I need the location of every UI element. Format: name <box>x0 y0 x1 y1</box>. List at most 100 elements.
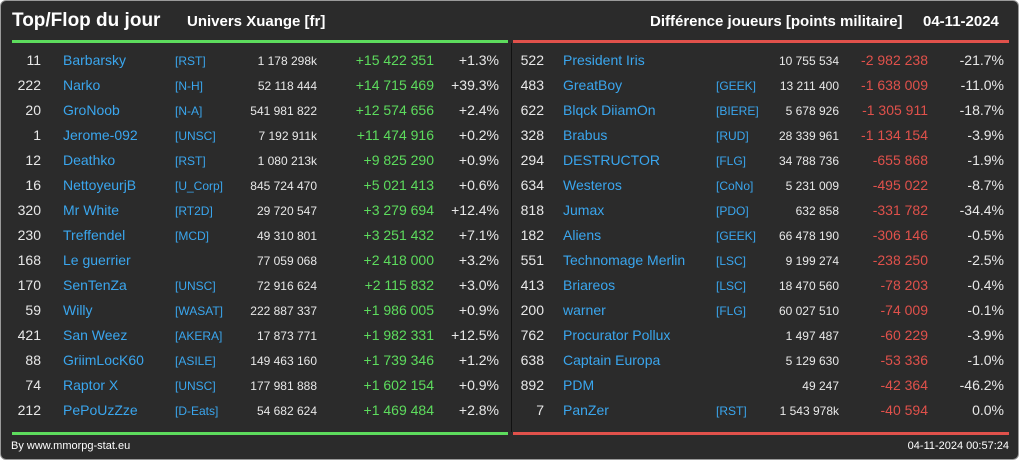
player-points: 1 080 213k <box>257 154 317 168</box>
alliance-tag-link[interactable]: [RST] <box>175 54 206 68</box>
alliance-tag-link[interactable]: [WASAT] <box>175 304 223 318</box>
alliance-tag-link[interactable]: [BIERE] <box>716 104 759 118</box>
subtitle-label: Différence joueurs [points militaire] <box>650 13 903 30</box>
alliance-tag-link[interactable]: [U_Corp] <box>175 179 224 193</box>
player-points: 72 916 624 <box>256 279 317 293</box>
alliance-tag-link[interactable]: [ASILE] <box>175 354 216 368</box>
player-name-link[interactable]: SenTenZa <box>63 277 127 293</box>
alliance-tag-link[interactable]: [AKERA] <box>175 329 223 343</box>
points-difference: +1 982 331 <box>363 327 434 343</box>
player-points: 54 682 624 <box>256 404 317 418</box>
points-difference: +3 279 694 <box>363 202 434 218</box>
alliance-tag-link[interactable]: [MCD] <box>175 229 209 243</box>
player-name-link[interactable]: Willy <box>63 302 93 318</box>
alliance-tag-link[interactable]: [D-Eats] <box>175 404 219 418</box>
player-points: 177 981 888 <box>250 379 317 393</box>
player-rank: 762 <box>520 327 544 343</box>
player-name-link[interactable]: Deathko <box>63 152 116 168</box>
credit-link[interactable]: By www.mmorpg-stat.eu <box>11 440 131 452</box>
points-difference: +9 825 290 <box>363 152 434 168</box>
alliance-tag-link[interactable]: [CoNo] <box>716 179 754 193</box>
flop-row: 7 PanZer [RST] 1 543 978k -40 594 0.0% <box>512 398 1010 423</box>
alliance-tag-link[interactable]: [RT2D] <box>175 204 213 218</box>
alliance-tag-link[interactable]: [UNSC] <box>175 129 216 143</box>
points-difference: -40 594 <box>880 402 928 418</box>
player-name-link[interactable]: Mr White <box>63 202 119 218</box>
player-name-link[interactable]: PDM <box>563 377 595 393</box>
player-name-link[interactable]: Westeros <box>563 177 622 193</box>
points-difference: -331 782 <box>872 202 928 218</box>
player-rank: 200 <box>520 302 544 318</box>
player-name-link[interactable]: Technomage Merlin <box>563 252 686 268</box>
points-difference: +14 715 469 <box>355 77 434 93</box>
percent-change: -46.2% <box>959 377 1004 393</box>
player-name-link[interactable]: GroNoob <box>63 102 120 118</box>
player-name-link[interactable]: Treffendel <box>63 227 126 243</box>
player-points: 222 887 337 <box>250 304 317 318</box>
player-rank: 12 <box>25 152 41 168</box>
flop-row: 551 Technomage Merlin [LSC] 9 199 274 -238 2… <box>512 248 1010 273</box>
alliance-tag-link[interactable]: [GEEK] <box>716 229 757 243</box>
alliance-tag-link[interactable]: [LSC] <box>716 279 747 293</box>
player-name-link[interactable]: Le guerrier <box>63 252 131 268</box>
player-name-link[interactable]: Brabus <box>563 127 608 143</box>
alliance-tag-link[interactable]: [N-A] <box>175 104 203 118</box>
player-points: 5 231 009 <box>785 179 839 193</box>
percent-change: +0.9% <box>458 377 499 393</box>
points-difference: +5 021 413 <box>363 177 434 193</box>
player-name-link[interactable]: Captain Europa <box>563 352 661 368</box>
player-rank: 230 <box>17 227 41 243</box>
alliance-tag-link[interactable]: [UNSC] <box>175 279 216 293</box>
player-name-link[interactable]: GriimLocK60 <box>63 352 144 368</box>
player-name-link[interactable]: Narko <box>63 77 101 93</box>
player-name-link[interactable]: PePoUzZze <box>63 402 138 418</box>
player-name-link[interactable]: San Weez <box>63 327 128 343</box>
player-name-link[interactable]: Briareos <box>563 277 616 293</box>
player-name-link[interactable]: DESTRUCTOR <box>563 152 660 168</box>
alliance-tag-link[interactable]: [PDO] <box>716 204 749 218</box>
player-name-link[interactable]: Procurator Pollux <box>563 327 671 343</box>
player-points: 1 178 298k <box>257 54 317 68</box>
player-name-link[interactable]: Jumax <box>563 202 605 218</box>
player-name-link[interactable]: NettoyeurjB <box>63 177 137 193</box>
alliance-tag-link[interactable]: [N-H] <box>175 79 203 93</box>
points-difference: +1 602 154 <box>363 377 434 393</box>
alliance-tag-link[interactable]: [FLG] <box>716 304 747 318</box>
flop-row: 622 Blqck DiiamOn [BIERE] 5 678 926 -1 305 9… <box>512 98 1010 123</box>
top-row: 12 Deathko [RST] 1 080 213k +9 825 290 +0.9% <box>1 148 499 173</box>
top-divider-green <box>12 40 508 43</box>
player-name-link[interactable]: Barbarsky <box>63 52 127 68</box>
bottom-divider-red <box>513 432 1009 435</box>
percent-change: 0.0% <box>972 402 1004 418</box>
alliance-tag-link[interactable]: [RUD] <box>716 129 749 143</box>
player-points: 66 478 190 <box>778 229 839 243</box>
percent-change: +1.3% <box>458 52 499 68</box>
player-name-link[interactable]: PanZer <box>563 402 609 418</box>
alliance-tag-link[interactable]: [RST] <box>175 154 206 168</box>
points-difference: +12 574 656 <box>355 102 434 118</box>
alliance-tag-link[interactable]: [LSC] <box>716 254 747 268</box>
player-name-link[interactable]: warner <box>563 302 606 318</box>
flop-row: 294 DESTRUCTOR [FLG] 34 788 736 -655 868 -1.9… <box>512 148 1010 173</box>
player-name-link[interactable]: Aliens <box>563 227 602 243</box>
percent-change: -0.1% <box>967 302 1004 318</box>
player-rank: 20 <box>25 102 41 118</box>
alliance-tag-link[interactable]: [UNSC] <box>175 379 216 393</box>
player-name-link[interactable]: Raptor X <box>63 377 119 393</box>
player-rank: 212 <box>17 402 41 418</box>
player-name-link[interactable]: Jerome-092 <box>63 127 138 143</box>
percent-change: -1.9% <box>967 152 1004 168</box>
player-name-link[interactable]: GreatBoy <box>563 77 623 93</box>
player-rank: 320 <box>17 202 41 218</box>
player-name-link[interactable]: Blqck DiiamOn <box>563 102 656 118</box>
alliance-tag-link[interactable]: [GEEK] <box>716 79 757 93</box>
points-difference: -42 364 <box>880 377 928 393</box>
flop-list: 522 President Iris 10 755 534 -2 982 238 -21… <box>512 48 1010 423</box>
player-rank: 11 <box>26 52 41 68</box>
alliance-tag-link[interactable]: [RST] <box>716 404 747 418</box>
alliance-tag-link[interactable]: [FLG] <box>716 154 747 168</box>
player-rank: 1 <box>33 127 41 143</box>
player-name-link[interactable]: President Iris <box>563 52 645 68</box>
player-points: 7 192 911k <box>258 129 318 143</box>
